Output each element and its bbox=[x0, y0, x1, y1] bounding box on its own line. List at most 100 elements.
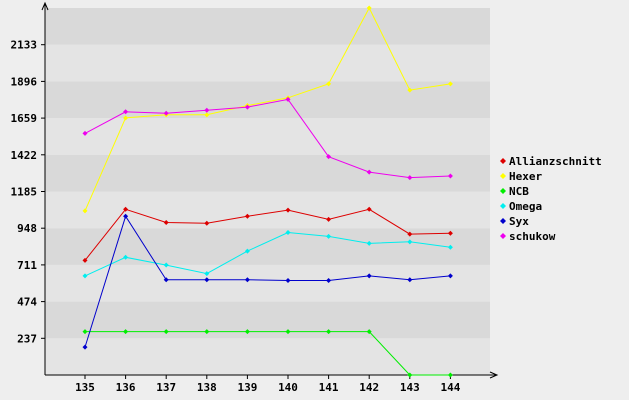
legend-marker bbox=[500, 233, 506, 239]
data-point bbox=[244, 213, 250, 219]
data-point bbox=[285, 329, 291, 335]
series-lines bbox=[82, 5, 453, 378]
y-axis-arrow bbox=[41, 1, 49, 11]
y-tick-label: 1896 bbox=[11, 75, 38, 88]
series-line bbox=[84, 208, 451, 261]
data-point bbox=[204, 329, 210, 335]
series-line bbox=[84, 6, 451, 212]
grid-band bbox=[45, 44, 490, 82]
data-point bbox=[366, 273, 372, 279]
grid-bands bbox=[45, 8, 490, 375]
data-point bbox=[244, 329, 250, 335]
y-tick-label: 1422 bbox=[11, 149, 38, 162]
data-point bbox=[204, 112, 210, 118]
x-tick-label: 139 bbox=[237, 381, 257, 394]
x-tick-label: 142 bbox=[359, 381, 379, 394]
data-point bbox=[285, 96, 291, 102]
series-omega bbox=[82, 230, 453, 279]
data-point bbox=[123, 206, 129, 212]
x-tick-label: 140 bbox=[278, 381, 298, 394]
data-point bbox=[123, 329, 129, 335]
grid-band bbox=[45, 301, 490, 339]
data-point bbox=[366, 206, 372, 212]
data-point bbox=[407, 231, 413, 237]
data-point bbox=[447, 81, 453, 87]
x-tick-label: 136 bbox=[116, 381, 136, 394]
legend-marker bbox=[500, 188, 506, 194]
data-point bbox=[244, 277, 250, 283]
grid-band bbox=[45, 81, 490, 119]
legend: Allianzschnitt Hexer NCB Omega Syx schukow bbox=[500, 155, 602, 243]
series-line bbox=[84, 98, 451, 179]
series-line bbox=[85, 331, 451, 376]
data-point bbox=[326, 216, 332, 222]
legend-label: Syx bbox=[509, 215, 529, 228]
data-point bbox=[123, 254, 129, 260]
data-point bbox=[163, 277, 169, 283]
data-point bbox=[82, 257, 88, 263]
data-point bbox=[447, 273, 453, 279]
data-point bbox=[204, 271, 210, 277]
data-point bbox=[407, 372, 413, 378]
y-tick-label: 948 bbox=[17, 222, 37, 235]
legend-label: Allianzschnitt bbox=[509, 155, 602, 168]
x-tick-label: 135 bbox=[75, 381, 95, 394]
y-tick-label: 474 bbox=[17, 296, 37, 309]
data-point bbox=[285, 278, 291, 284]
legend-label: Omega bbox=[509, 200, 542, 213]
x-tick-label: 143 bbox=[400, 381, 420, 394]
data-point bbox=[326, 81, 332, 87]
grid-band bbox=[45, 338, 490, 375]
data-point bbox=[326, 329, 332, 335]
series-hexer bbox=[82, 5, 453, 214]
data-point bbox=[366, 240, 372, 246]
x-tick-label: 138 bbox=[197, 381, 217, 394]
x-tick-labels: 135 136 137 138 139 140 141 142 143 144 bbox=[75, 381, 461, 394]
data-point bbox=[163, 262, 169, 268]
data-point bbox=[204, 220, 210, 226]
series-ncb bbox=[82, 329, 453, 378]
data-point bbox=[366, 329, 372, 335]
data-point bbox=[82, 344, 88, 350]
legend-marker bbox=[500, 158, 506, 164]
data-point bbox=[447, 244, 453, 250]
data-point bbox=[366, 169, 372, 175]
x-tick-label: 144 bbox=[440, 381, 460, 394]
series-allianzschnitt bbox=[82, 206, 453, 263]
data-point bbox=[326, 154, 332, 160]
data-point bbox=[204, 107, 210, 113]
x-axis-arrow bbox=[489, 371, 499, 379]
data-point bbox=[82, 273, 88, 279]
legend-label: schukow bbox=[509, 230, 556, 243]
legend-marker bbox=[500, 173, 506, 179]
series-line bbox=[84, 231, 451, 277]
grid-band bbox=[45, 118, 490, 155]
grid-band bbox=[45, 264, 490, 302]
data-point bbox=[123, 115, 129, 121]
legend-marker bbox=[500, 203, 506, 209]
data-point bbox=[447, 230, 453, 236]
data-point bbox=[163, 110, 169, 116]
series-line bbox=[84, 215, 451, 348]
data-point bbox=[326, 233, 332, 239]
series-schukow bbox=[82, 96, 453, 181]
data-point bbox=[244, 104, 250, 110]
legend-label: NCB bbox=[509, 185, 529, 198]
data-point bbox=[82, 208, 88, 214]
y-tick-label: 2133 bbox=[11, 39, 38, 52]
grid-band bbox=[45, 154, 490, 192]
y-tick-label: 1659 bbox=[11, 112, 38, 125]
grid-band bbox=[45, 191, 490, 229]
y-tick-label: 1185 bbox=[11, 186, 38, 199]
data-point bbox=[326, 278, 332, 284]
y-tick-label: 711 bbox=[17, 259, 37, 272]
data-point bbox=[285, 230, 291, 236]
data-point bbox=[447, 173, 453, 179]
grid-band bbox=[45, 8, 490, 45]
data-point bbox=[123, 213, 129, 219]
x-tick-label: 137 bbox=[156, 381, 176, 394]
x-tick-label: 141 bbox=[319, 381, 339, 394]
data-point bbox=[123, 109, 129, 115]
data-point bbox=[366, 5, 372, 11]
